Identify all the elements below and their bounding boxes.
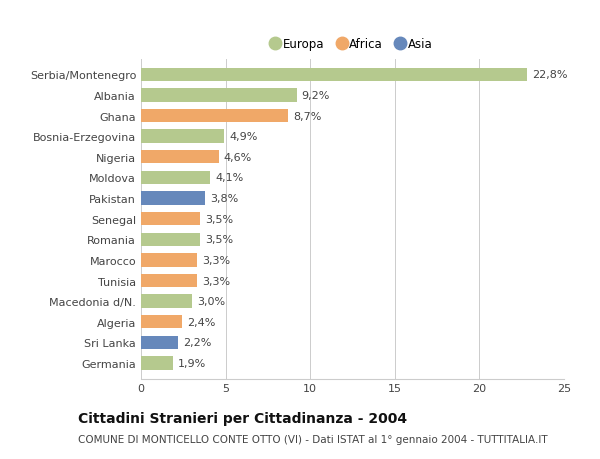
Bar [141,254,197,267]
Text: 3,0%: 3,0% [197,297,225,307]
Bar [141,68,527,82]
Text: 9,2%: 9,2% [302,91,330,101]
Text: COMUNE DI MONTICELLO CONTE OTTO (VI) - Dati ISTAT al 1° gennaio 2004 - TUTTITALI: COMUNE DI MONTICELLO CONTE OTTO (VI) - D… [78,434,548,444]
Text: 3,5%: 3,5% [205,214,233,224]
Bar [141,357,173,370]
Text: 3,3%: 3,3% [202,255,230,265]
Bar [141,315,182,329]
Text: 4,6%: 4,6% [224,152,252,162]
Bar [141,151,219,164]
Text: 4,9%: 4,9% [229,132,257,142]
Bar [141,192,205,205]
Text: 2,2%: 2,2% [184,338,212,347]
Text: 4,1%: 4,1% [215,173,244,183]
Text: 2,4%: 2,4% [187,317,215,327]
Bar [141,89,296,102]
Text: 22,8%: 22,8% [532,70,568,80]
Bar [141,171,211,185]
Text: 8,7%: 8,7% [293,111,322,121]
Bar [141,336,178,349]
Bar [141,110,288,123]
Text: 3,3%: 3,3% [202,276,230,286]
Text: 3,8%: 3,8% [211,194,239,204]
Text: 3,5%: 3,5% [205,235,233,245]
Legend: Europa, Africa, Asia: Europa, Africa, Asia [268,34,437,56]
Bar [141,274,197,288]
Bar [141,213,200,226]
Bar [141,130,224,144]
Bar [141,233,200,246]
Text: Cittadini Stranieri per Cittadinanza - 2004: Cittadini Stranieri per Cittadinanza - 2… [78,411,407,425]
Text: 1,9%: 1,9% [178,358,206,368]
Bar [141,295,192,308]
